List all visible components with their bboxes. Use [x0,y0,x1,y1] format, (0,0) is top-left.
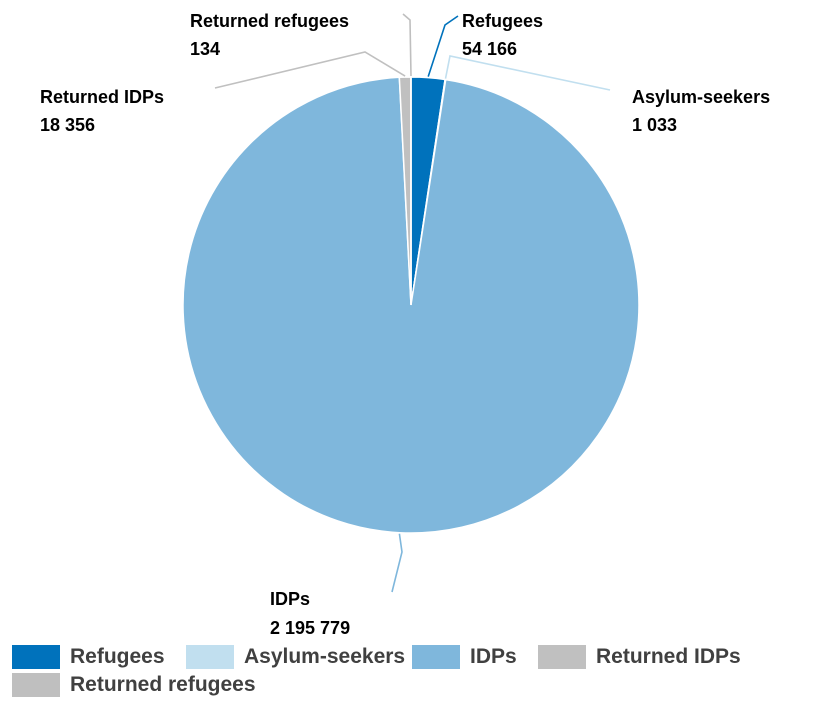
leader-line-returned-idps [214,51,406,89]
legend-item-idps: IDPs [412,645,517,669]
leader-lines [214,13,611,593]
data-label-returned-refugees-name: Returned refugees [190,11,349,31]
pie-slice-idps [182,76,640,534]
legend-label: Returned refugees [70,673,256,696]
legend-label: IDPs [470,645,517,668]
legend-label: Asylum-seekers [244,645,406,668]
data-label-asylum-seekers-value: 1 033 [632,115,677,135]
data-label-refugees-value: 54 166 [462,39,517,59]
legend-item-refugees: Refugees [12,645,165,669]
leader-line-returned-refugees [402,13,412,77]
data-label-returned-idps-name: Returned IDPs [40,87,164,107]
data-label-idps-value: 2 195 779 [270,618,350,638]
data-label-refugees-name: Refugees [462,11,543,31]
legend-swatch-returned-idps [538,645,586,669]
legend-item-returned-idps: Returned IDPs [538,645,741,669]
pie-slices [182,76,640,534]
legend-item-asylum-seekers: Asylum-seekers [186,645,405,669]
legend-swatch-idps [412,645,460,669]
legend-label: Refugees [70,645,165,668]
data-label-returned-refugees-value: 134 [190,39,220,59]
data-label-asylum-seekers-name: Asylum-seekers [632,87,770,107]
legend-swatch-refugees [12,645,60,669]
leader-line-idps [391,533,403,593]
leader-line-asylum-seekers [444,55,611,91]
legend-swatch-asylum-seekers [186,645,234,669]
data-labels: Refugees 54 166 Asylum-seekers 1 033 IDP… [40,11,770,638]
leader-line-refugees [427,15,459,77]
legend-swatch-returned-refugees [12,673,60,697]
legend-item-returned-refugees: Returned refugees [12,673,256,697]
data-label-returned-idps-value: 18 356 [40,115,95,135]
data-label-idps-name: IDPs [270,589,310,609]
pie-chart: Refugees 54 166 Asylum-seekers 1 033 IDP… [40,11,770,638]
legend-label: Returned IDPs [596,645,741,668]
